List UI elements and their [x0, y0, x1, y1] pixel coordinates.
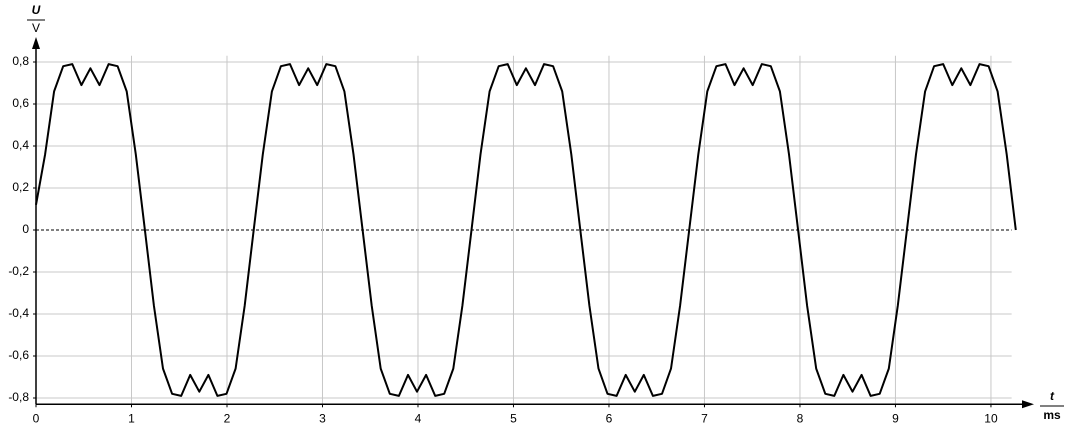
- y-tick-label: -0,6: [8, 348, 29, 362]
- x-axis-arrow: [1022, 400, 1034, 409]
- y-tick-label: 0,8: [12, 54, 29, 68]
- y-tick-label: 0,4: [12, 138, 29, 152]
- y-axis-arrow: [32, 37, 40, 49]
- x-tick-label: 3: [319, 411, 326, 425]
- y-tick-label: -0,8: [8, 390, 29, 404]
- x-tick-label: 9: [892, 411, 899, 425]
- x-tick-label: 10: [984, 411, 998, 425]
- y-axis-symbol: U: [32, 3, 41, 17]
- x-axis-unit: ms: [1043, 408, 1061, 422]
- x-tick-label: 1: [128, 411, 135, 425]
- x-tick-label: 7: [701, 411, 708, 425]
- y-tick-label: 0: [22, 222, 29, 236]
- y-tick-label: -0,4: [8, 306, 29, 320]
- y-tick-label: -0,2: [8, 264, 29, 278]
- x-tick-label: 5: [510, 411, 517, 425]
- y-tick-label: 0,6: [12, 96, 29, 110]
- x-axis-symbol: t: [1050, 389, 1055, 403]
- x-tick-label: 4: [415, 411, 422, 425]
- signal-line: [35, 63, 1017, 397]
- x-tick-label: 2: [224, 411, 231, 425]
- x-tick-label: 6: [606, 411, 613, 425]
- y-tick-label: 0,2: [12, 180, 29, 194]
- x-tick-label: 0: [33, 411, 40, 425]
- y-axis-unit: V: [32, 21, 40, 35]
- x-tick-label: 8: [797, 411, 804, 425]
